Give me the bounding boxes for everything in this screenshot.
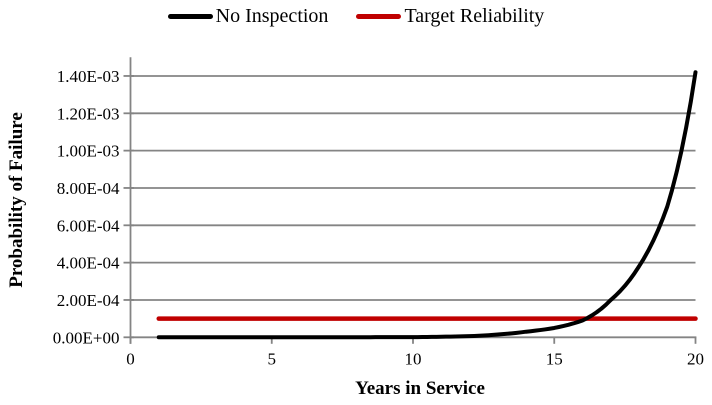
y-tick-label: 1.20E-03	[57, 104, 120, 123]
x-tick-label: 20	[687, 349, 704, 368]
x-tick-label: 10	[405, 349, 422, 368]
target-reliability-line-swatch	[356, 14, 402, 19]
x-axis-title: Years in Service	[355, 378, 485, 399]
x-tick-label: 15	[546, 349, 563, 368]
y-tick-label: 8.00E-04	[57, 179, 120, 198]
y-tick-label: 4.00E-04	[57, 254, 120, 273]
series-line-no-inspection	[156, 70, 698, 340]
legend-item-no-inspection: No Inspection	[167, 5, 329, 28]
chart-legend: No Inspection Target Reliability	[0, 5, 712, 28]
legend-label-no-inspection: No Inspection	[215, 5, 329, 27]
no-inspection-line-swatch	[167, 14, 213, 19]
y-tick-label: 1.00E-03	[57, 142, 120, 161]
x-tick-label: 0	[126, 349, 135, 368]
y-tick-label: 6.00E-04	[57, 216, 120, 235]
legend-label-target-reliability: Target Reliability	[404, 5, 545, 27]
y-tick-label: 2.00E-04	[57, 291, 120, 310]
legend-item-target-reliability: Target Reliability	[356, 5, 544, 28]
y-tick-label: 0.00E+00	[53, 328, 120, 347]
x-tick-label: 5	[268, 349, 277, 368]
y-tick-label: 1.40E-03	[57, 67, 120, 86]
